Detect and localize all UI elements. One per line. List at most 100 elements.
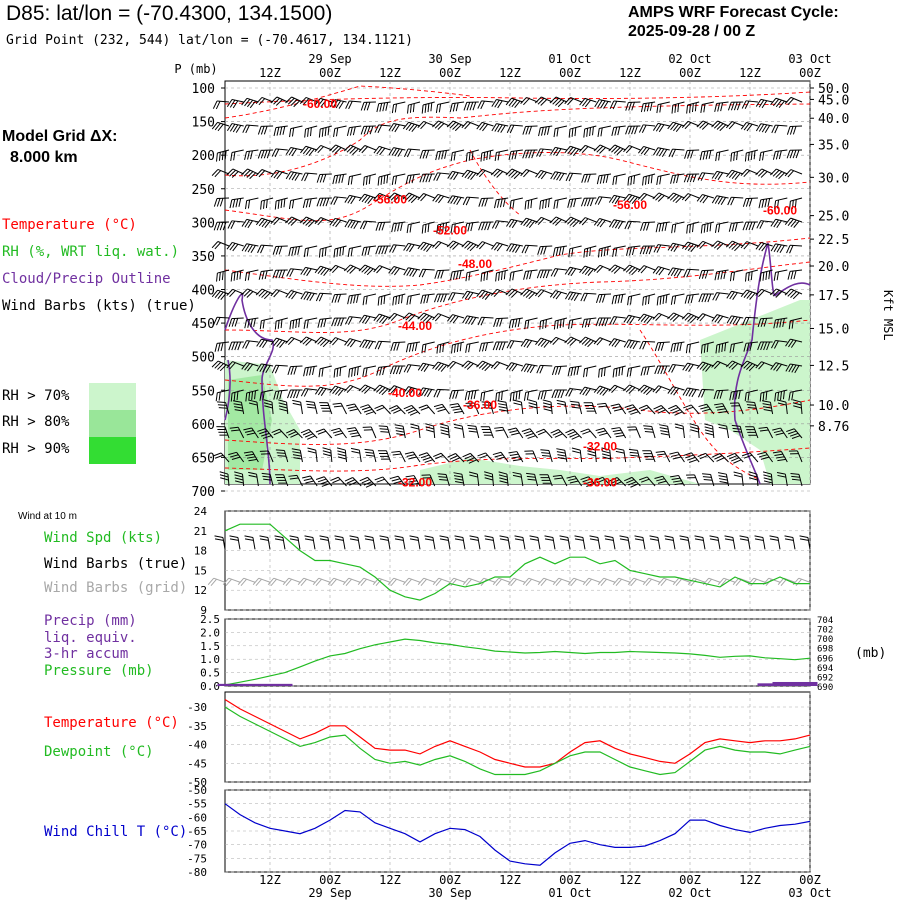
barb-shaft (408, 341, 421, 345)
barb-flag (322, 447, 331, 451)
wind-barb (314, 336, 333, 348)
barb-flag (742, 221, 747, 231)
wind-barb (580, 292, 597, 302)
barb-flag (381, 222, 386, 231)
barb-shaft (775, 149, 788, 152)
barb-shaft (731, 149, 744, 154)
barb-flag (461, 291, 468, 299)
wind-barb (331, 317, 347, 327)
barb-flag (684, 295, 688, 304)
barb-shaft (747, 537, 751, 550)
barb-flag (217, 342, 221, 352)
barb-flag (287, 97, 295, 105)
barb-flag (696, 194, 703, 202)
barb-flag (727, 102, 732, 111)
barb-flag (263, 292, 271, 300)
barb-shaft (792, 537, 796, 550)
barb-flag (341, 174, 345, 183)
barb-flag (786, 150, 791, 159)
barb-flag (392, 453, 402, 456)
barb-flag (462, 452, 471, 458)
barb-flag (570, 403, 580, 406)
barb-flag (234, 477, 244, 481)
barb-flag (630, 411, 639, 415)
barb-flag (335, 219, 342, 228)
barb-flag (526, 270, 530, 280)
barb-flag (776, 199, 780, 209)
barb-flag (554, 433, 563, 438)
wind-barb (611, 125, 626, 136)
wind-barb (375, 221, 391, 231)
barb-flag (483, 407, 492, 409)
barb-flag (587, 318, 591, 328)
wind-barb (712, 453, 729, 463)
barb-shaft (485, 452, 494, 463)
barb-flag (213, 222, 218, 231)
barb-shaft (731, 121, 744, 127)
barb-flag (503, 270, 506, 280)
barb-flag (439, 479, 448, 481)
barb-flag (398, 365, 403, 375)
barb-shaft (746, 269, 759, 274)
barb-flag (505, 168, 513, 176)
barb-flag (525, 432, 534, 437)
barb-shaft (313, 402, 318, 415)
barb-flag (388, 266, 395, 274)
barb-flag (520, 217, 527, 226)
wind-barb (476, 360, 494, 372)
barb-flag (288, 200, 292, 210)
barb-flag (749, 477, 758, 481)
barb-flag (731, 424, 741, 427)
barb-flag (574, 538, 584, 541)
barb-flag (712, 292, 718, 301)
barb-flag (598, 294, 603, 303)
barb-flag (682, 387, 688, 396)
wind-barb (391, 101, 406, 114)
barb-flag (331, 427, 340, 432)
barb-flag (407, 477, 416, 481)
barb-shaft (603, 577, 616, 583)
barb-flag (780, 578, 787, 587)
barb-shaft (629, 384, 641, 391)
barb-flag (348, 368, 351, 378)
wind-barb (669, 451, 685, 463)
barb-flag (645, 388, 653, 396)
barb-flag (324, 127, 327, 137)
barb-flag (787, 98, 795, 106)
barb-flag (556, 172, 562, 181)
wind-barb (711, 170, 729, 181)
wind-barb (432, 120, 450, 130)
barb-flag (543, 340, 550, 348)
wind-barb (303, 317, 318, 329)
barb-flag (319, 174, 324, 183)
legend-temperature: Temperature (°C) (2, 217, 137, 233)
barb-shaft (422, 268, 435, 271)
barb-flag (477, 452, 486, 457)
barb-flag (564, 291, 571, 300)
barb-flag (231, 429, 240, 432)
top-time-label: 00Z (799, 66, 821, 80)
barb-flag (435, 578, 442, 587)
barb-flag (437, 270, 441, 279)
barb-flag (718, 423, 727, 427)
wind-barb (449, 389, 465, 400)
barb-flag (390, 193, 398, 201)
barb-flag (349, 538, 359, 541)
barb-flag (711, 195, 718, 204)
barb-flag (604, 317, 609, 327)
wind-barb (391, 221, 406, 233)
wind-barb (418, 387, 435, 398)
pressure-right-tick-label: 692 (817, 673, 833, 683)
barb-flag (329, 99, 336, 108)
barb-flag (755, 242, 762, 250)
wind-barb (480, 389, 494, 402)
barb-flag (315, 578, 322, 587)
barb-flag (513, 402, 522, 406)
wind-barb (435, 149, 450, 161)
barb-shaft (513, 577, 526, 583)
barb-flag (565, 428, 574, 434)
barb-flag (761, 199, 765, 208)
barb-flag (760, 171, 768, 178)
barb-flag (421, 104, 424, 114)
wind-barb (467, 424, 480, 439)
